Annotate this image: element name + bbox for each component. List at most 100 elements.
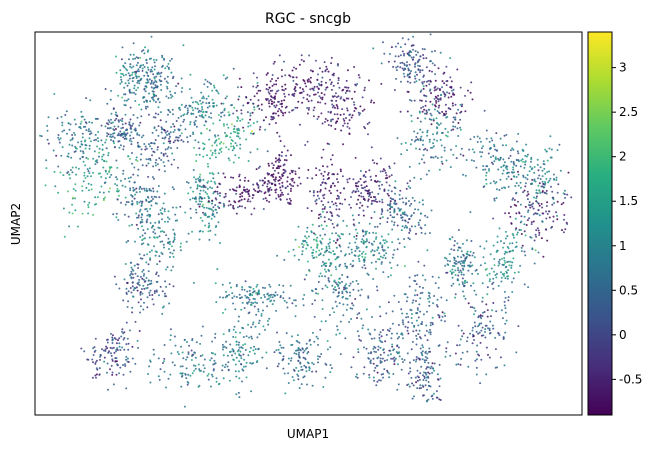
data-point [274,160,277,163]
data-point [378,379,380,382]
data-point [256,92,259,95]
data-point [193,369,196,372]
data-point [159,83,162,86]
data-point [131,223,133,226]
data-point [243,198,246,201]
data-point [124,113,127,116]
data-point [306,243,309,246]
data-point [117,125,120,128]
data-point [95,376,97,379]
data-point [453,259,456,261]
data-point [522,149,525,152]
data-point [172,113,174,116]
data-point [433,97,436,100]
data-point [78,126,81,129]
data-point [419,71,421,74]
data-point [396,264,399,267]
data-point [473,136,476,138]
data-point [526,190,529,193]
data-point [336,328,339,331]
data-point [536,201,539,204]
data-point [134,70,137,73]
data-point [342,219,345,222]
data-point [142,238,145,240]
data-point [167,140,170,143]
data-point [334,300,337,303]
data-point [134,193,137,196]
data-point [465,239,468,242]
data-point [139,79,142,82]
data-point [301,88,304,91]
data-point [254,325,257,328]
data-point [308,107,310,109]
data-point [82,180,85,183]
data-point [321,237,324,240]
data-point [242,336,245,338]
data-point [502,158,505,161]
data-point [156,280,159,283]
data-point [315,288,318,291]
data-point [401,219,404,222]
data-point [500,166,503,169]
data-point [424,232,427,235]
data-point [336,63,339,66]
data-point [524,176,527,179]
data-point [88,189,90,192]
data-point [118,345,121,348]
data-point [138,75,140,78]
data-point [429,333,432,336]
data-point [339,237,342,240]
data-point [216,190,219,193]
data-point [55,154,58,157]
data-point [354,156,357,159]
data-point [459,363,462,366]
data-point [277,194,280,196]
data-point [147,113,150,116]
data-point [535,195,538,198]
data-point [241,380,243,383]
data-point [377,192,380,195]
data-point [287,193,290,196]
data-point [517,152,520,155]
data-point [108,166,111,169]
data-point [421,110,424,113]
data-point [431,394,434,397]
data-point [335,257,338,260]
data-point [169,131,172,134]
data-point [274,191,277,194]
data-point [47,142,50,145]
data-point [222,354,225,357]
data-point [355,237,358,240]
data-point [247,354,250,357]
data-point [483,109,486,112]
data-point [253,106,256,109]
data-point [275,104,278,107]
data-point [80,143,83,146]
data-point [228,114,230,117]
data-point [399,214,402,217]
data-point [363,261,366,263]
data-point [534,249,537,252]
data-point [538,174,541,177]
data-point [170,352,173,355]
data-point [201,97,204,100]
data-point [507,296,510,299]
data-point [367,296,370,299]
data-point [269,80,272,83]
data-point [311,254,314,257]
data-point [283,92,286,95]
data-point [376,225,379,228]
data-point [132,295,134,298]
data-point [252,188,255,191]
data-point [202,116,205,119]
data-point [232,176,235,179]
data-point [214,226,217,229]
data-point [195,341,198,344]
data-point [268,194,271,197]
data-point [346,107,349,110]
data-point [401,61,404,64]
data-point [546,213,549,215]
data-point [158,378,161,381]
data-point [141,67,144,70]
data-point [362,230,364,233]
